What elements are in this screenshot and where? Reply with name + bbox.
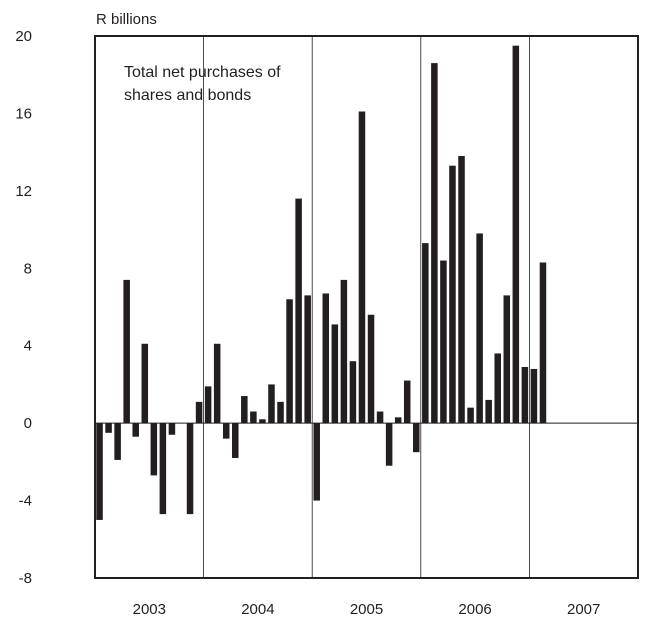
bar <box>521 367 529 424</box>
bar <box>494 353 501 424</box>
bar <box>503 295 511 424</box>
bar <box>295 198 302 424</box>
bar <box>286 299 293 424</box>
bar <box>431 63 438 424</box>
bar <box>349 361 357 424</box>
bar <box>440 260 447 424</box>
bar <box>458 156 465 424</box>
bar <box>105 423 112 433</box>
bar <box>186 423 194 515</box>
bar <box>467 407 474 424</box>
bar <box>213 343 221 424</box>
bar <box>530 368 538 424</box>
year-dividers <box>203 36 530 578</box>
annotation-line-1: Total net purchases of <box>124 64 281 81</box>
plot-frame <box>94 35 639 579</box>
bar <box>222 423 230 439</box>
bar <box>449 165 456 424</box>
bar <box>358 111 366 424</box>
bar <box>159 423 167 515</box>
bar <box>232 423 239 458</box>
bar <box>367 314 375 424</box>
bar <box>250 411 257 424</box>
y-tick-label: 16 <box>15 105 32 122</box>
bar <box>141 343 149 424</box>
bar <box>241 396 248 424</box>
annotation-line-2: shares and bonds <box>124 87 251 104</box>
bar <box>313 423 320 501</box>
x-tick-label: 2006 <box>458 601 491 618</box>
y-axis: 20 16 12 8 4 0 -4 -8 <box>15 28 32 587</box>
bar <box>512 45 520 424</box>
bar <box>376 411 384 424</box>
bar <box>385 423 393 466</box>
x-tick-label: 2007 <box>567 601 600 618</box>
bar <box>150 423 158 476</box>
bar <box>331 324 339 424</box>
y-tick-label: 20 <box>15 28 32 45</box>
bar <box>413 423 420 453</box>
bar <box>394 417 402 424</box>
bar <box>476 233 483 424</box>
bar <box>422 243 429 424</box>
bar <box>204 386 212 424</box>
bar <box>168 423 176 435</box>
y-tick-label: 4 <box>24 338 32 355</box>
bar <box>322 293 330 424</box>
bar <box>259 419 266 424</box>
y-axis-title: R billions <box>96 11 157 28</box>
x-axis: 2003 2004 2005 2006 2007 <box>133 601 601 618</box>
y-tick-label: 0 <box>24 415 32 432</box>
bar <box>340 279 348 424</box>
y-tick-label: -4 <box>19 493 32 510</box>
y-tick-label: 12 <box>15 183 32 200</box>
bar <box>96 423 103 520</box>
bar <box>123 279 130 424</box>
x-tick-label: 2004 <box>241 601 274 618</box>
bar <box>539 262 547 424</box>
bar <box>132 423 139 437</box>
bars <box>96 45 547 520</box>
bar <box>277 401 284 424</box>
bar <box>195 401 203 424</box>
bar <box>485 399 492 424</box>
bar <box>304 295 311 424</box>
x-tick-label: 2005 <box>350 601 383 618</box>
bar <box>114 423 121 460</box>
bar <box>403 380 411 424</box>
y-tick-label: 8 <box>24 260 32 277</box>
x-tick-label: 2003 <box>133 601 166 618</box>
bar <box>268 384 275 424</box>
y-tick-label: -8 <box>19 570 32 587</box>
